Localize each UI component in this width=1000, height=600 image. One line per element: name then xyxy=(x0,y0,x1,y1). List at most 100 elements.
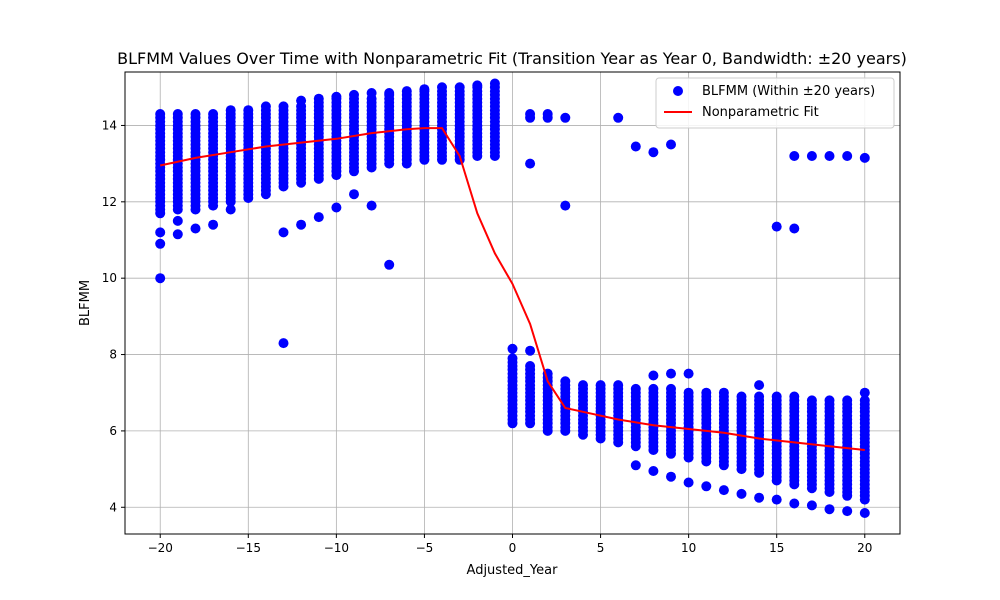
data-point xyxy=(683,387,694,398)
x-tick-label: 5 xyxy=(597,541,605,555)
data-point xyxy=(701,481,712,492)
data-point xyxy=(225,105,236,116)
data-point xyxy=(366,200,377,211)
data-point xyxy=(331,91,342,102)
data-point xyxy=(648,147,659,158)
data-point xyxy=(560,112,571,123)
data-point xyxy=(525,345,536,356)
x-axis-label: Adjusted_Year xyxy=(467,563,559,578)
x-tick-label: 0 xyxy=(509,541,517,555)
data-point xyxy=(155,227,166,238)
fit-line-layer xyxy=(159,127,865,451)
chart-title: BLFMM Values Over Time with Nonparametri… xyxy=(117,49,907,68)
data-point xyxy=(859,395,870,406)
data-point xyxy=(736,391,747,402)
data-point xyxy=(384,259,395,270)
data-point xyxy=(507,353,518,364)
data-point xyxy=(718,485,729,496)
data-point xyxy=(754,380,765,391)
data-point xyxy=(208,109,219,119)
legend-scatter-marker xyxy=(673,86,683,96)
data-point xyxy=(718,387,729,398)
data-point xyxy=(278,101,289,112)
data-point xyxy=(172,109,183,119)
data-point xyxy=(842,151,853,161)
legend-label-scatter: BLFMM (Within ±20 years) xyxy=(702,84,875,99)
grid-layer xyxy=(125,72,900,534)
data-point xyxy=(349,189,359,200)
data-point xyxy=(313,212,324,223)
data-point xyxy=(401,86,412,97)
x-tick-label: −15 xyxy=(236,541,261,555)
data-point xyxy=(155,238,166,249)
y-tick-label: 10 xyxy=(102,271,117,285)
data-point xyxy=(824,395,835,406)
data-point xyxy=(172,215,183,226)
x-tick-label: 15 xyxy=(769,541,784,555)
data-point xyxy=(366,88,377,98)
data-point xyxy=(525,112,536,123)
data-point xyxy=(736,488,747,499)
data-point xyxy=(789,151,800,161)
data-point xyxy=(842,395,853,406)
data-point xyxy=(648,466,659,476)
data-point xyxy=(296,95,307,106)
data-point xyxy=(789,223,800,234)
data-point xyxy=(824,151,835,161)
data-point xyxy=(472,80,483,91)
data-point xyxy=(278,227,289,238)
legend: BLFMM (Within ±20 years) Nonparametric F… xyxy=(655,77,895,129)
data-point xyxy=(560,200,571,211)
data-point xyxy=(190,223,201,234)
data-point xyxy=(225,204,236,215)
data-point xyxy=(666,383,676,394)
data-point xyxy=(172,229,183,240)
data-point xyxy=(507,343,518,354)
data-point xyxy=(666,368,676,379)
data-point xyxy=(806,151,817,161)
data-point xyxy=(419,84,430,95)
data-point xyxy=(630,141,641,152)
data-point xyxy=(155,109,166,119)
data-point xyxy=(648,383,659,394)
data-point xyxy=(243,105,254,116)
y-tick-label: 12 xyxy=(102,195,117,209)
data-point xyxy=(437,82,447,93)
data-point xyxy=(613,380,624,391)
data-point xyxy=(260,101,271,112)
data-point xyxy=(349,89,359,100)
data-point xyxy=(525,158,536,169)
y-axis-label: BLFMM xyxy=(78,280,93,326)
data-point xyxy=(683,368,694,379)
data-point xyxy=(560,376,571,387)
data-point xyxy=(595,380,606,391)
data-point xyxy=(754,492,765,503)
data-point xyxy=(859,508,870,518)
y-tick-label: 6 xyxy=(109,424,117,438)
data-point xyxy=(542,112,553,123)
data-point xyxy=(384,88,395,98)
y-tick-label: 14 xyxy=(102,118,117,132)
data-point xyxy=(489,78,500,89)
data-point xyxy=(190,109,201,119)
data-point xyxy=(613,112,624,123)
data-point xyxy=(842,506,853,517)
x-tick-label: 10 xyxy=(681,541,696,555)
data-point xyxy=(771,494,782,505)
legend-label-fit: Nonparametric Fit xyxy=(702,105,819,120)
data-point xyxy=(313,93,324,104)
data-point xyxy=(208,219,219,230)
data-point xyxy=(648,370,659,381)
data-point xyxy=(701,387,712,398)
x-tick-label: −20 xyxy=(148,541,173,555)
data-point xyxy=(771,391,782,402)
data-point xyxy=(296,219,307,230)
data-point xyxy=(155,273,166,284)
data-point xyxy=(454,82,465,93)
data-point xyxy=(525,361,536,371)
data-point xyxy=(666,139,676,150)
data-point xyxy=(683,477,694,488)
data-point xyxy=(771,221,782,232)
data-point xyxy=(331,202,342,213)
data-point xyxy=(578,380,588,391)
